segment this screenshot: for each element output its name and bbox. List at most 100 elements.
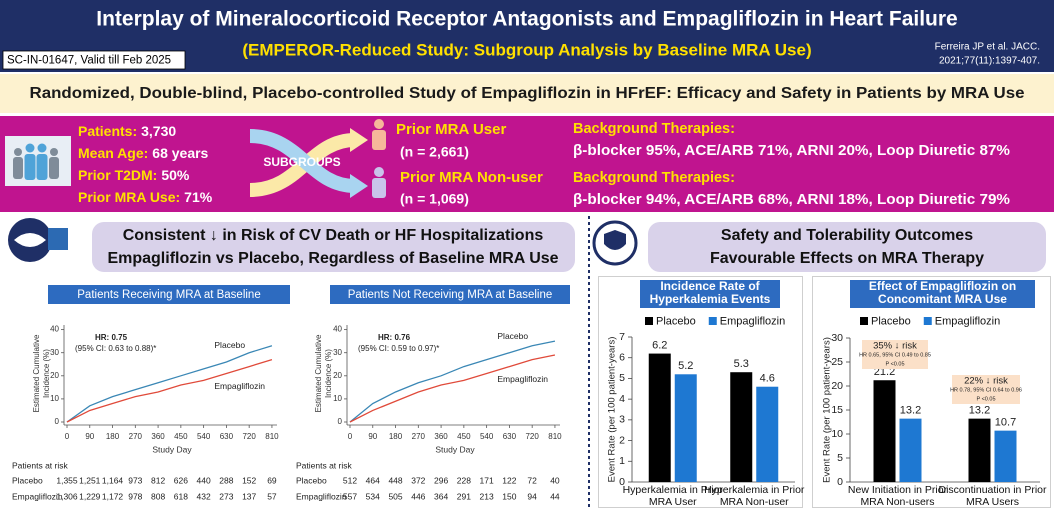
x-tick-label: 0 bbox=[65, 432, 70, 441]
at-risk-label: Patients at risk bbox=[12, 460, 68, 470]
therapies: β-blocker 94%, ACE/ARB 68%, ARNI 18%, Lo… bbox=[573, 192, 1010, 208]
y-tick-label: 1 bbox=[619, 455, 625, 467]
series-label: Placebo bbox=[497, 331, 528, 341]
heading: Safety and Tolerability Outcomes bbox=[721, 227, 973, 244]
y-tick-label: 10 bbox=[50, 394, 59, 403]
category-label: New Initiation in Prior MRA Non-users bbox=[847, 484, 948, 508]
at-risk-count: 978 bbox=[128, 491, 142, 501]
citation: Ferreira JP et al. JACC. bbox=[935, 42, 1040, 53]
arrow bbox=[249, 129, 356, 193]
at-risk-count: 372 bbox=[411, 475, 425, 485]
y-tick-label: 40 bbox=[333, 325, 342, 334]
at-risk-count: 808 bbox=[151, 491, 165, 501]
annotation-box bbox=[862, 340, 928, 369]
stat: Prior T2DM: 50% bbox=[78, 167, 190, 183]
y-tick-label: 30 bbox=[50, 348, 59, 357]
at-risk-count: 1,172 bbox=[102, 491, 124, 501]
curve bbox=[66, 359, 273, 423]
at-risk-row: Placebo bbox=[296, 475, 327, 485]
x-tick-label: 720 bbox=[242, 432, 256, 441]
category-label-box: Hyperkalemia in Prior MRA User bbox=[622, 484, 723, 508]
bar bbox=[648, 353, 671, 482]
therapies-label: Background Therapies: bbox=[573, 121, 735, 137]
at-risk-count: 296 bbox=[434, 475, 448, 485]
at-risk-count: 171 bbox=[480, 475, 494, 485]
at-risk-count: 288 bbox=[219, 475, 233, 485]
subtitle: (EMPEROR-Reduced Study: Subgroup Analysi… bbox=[242, 40, 811, 59]
bar bbox=[756, 386, 779, 482]
annotation: (95% CI: 0.59 to 0.97)* bbox=[358, 344, 439, 353]
at-risk-count: 626 bbox=[174, 475, 188, 485]
safety-icon bbox=[604, 230, 626, 250]
people-icon bbox=[24, 143, 48, 180]
at-risk-count: 291 bbox=[457, 491, 471, 501]
at-risk-row: Empagliflozin bbox=[296, 491, 347, 501]
annotation: P <0.05 bbox=[976, 396, 995, 402]
x-tick-label: 630 bbox=[503, 432, 517, 441]
stat: Mean Age: 68 years bbox=[78, 145, 209, 161]
x-tick-label: 90 bbox=[368, 432, 377, 441]
group-n: (n = 1,069) bbox=[400, 191, 469, 207]
person-icon bbox=[372, 119, 386, 150]
value-label: 5.2 bbox=[678, 360, 693, 372]
banner: Randomized, Double-blind, Placebo-contro… bbox=[30, 85, 1025, 102]
x-tick-label: 450 bbox=[457, 432, 471, 441]
at-risk-count: 69 bbox=[267, 475, 277, 485]
y-tick-label: 15 bbox=[831, 404, 843, 416]
y-tick-label: 5 bbox=[619, 372, 625, 384]
at-risk-count: 534 bbox=[366, 491, 380, 501]
legend-swatch bbox=[923, 317, 932, 325]
series-label: Empagliflozin bbox=[497, 374, 548, 384]
y-axis-label: Incidence (%) bbox=[42, 349, 51, 398]
value-label: 6.2 bbox=[652, 339, 667, 351]
subgroups-label: SUBGROUPS bbox=[263, 155, 340, 169]
y-tick-label: 10 bbox=[831, 428, 843, 440]
at-risk-count: 273 bbox=[219, 491, 233, 501]
group-name: Prior MRA User bbox=[396, 121, 506, 138]
category-label: Hyperkalemia in Prior MRA User bbox=[622, 484, 723, 508]
value-label: 13.2 bbox=[900, 405, 921, 417]
legend-swatch bbox=[645, 317, 653, 325]
at-risk-count: 1,229 bbox=[79, 491, 101, 501]
y-tick-label: 20 bbox=[50, 371, 59, 380]
bar bbox=[968, 418, 991, 482]
chart-title-box bbox=[640, 280, 780, 308]
x-tick-label: 450 bbox=[174, 432, 188, 441]
at-risk-count: 1,306 bbox=[56, 491, 78, 501]
x-tick-label: 540 bbox=[197, 432, 211, 441]
at-risk-count: 812 bbox=[151, 475, 165, 485]
category-label-box: Hyperkalemia in Prior MRA Non-user bbox=[704, 484, 804, 508]
at-risk-count: 152 bbox=[242, 475, 256, 485]
chart-title: Hyperkalemia Events bbox=[650, 292, 771, 306]
value-label: 4.6 bbox=[760, 373, 775, 385]
at-risk-count: 1,355 bbox=[56, 475, 78, 485]
category-label: Discontinuation in Prior MRA Users bbox=[938, 484, 1047, 508]
stat: Patients: 3,730 bbox=[78, 123, 176, 139]
value-label: 21.2 bbox=[874, 366, 895, 378]
y-tick-label: 0 bbox=[338, 417, 343, 426]
value-label: 13.2 bbox=[969, 405, 990, 417]
y-tick-label: 6 bbox=[619, 351, 625, 363]
group-n: (n = 2,661) bbox=[400, 144, 469, 160]
annotation: 35% ↓ risk bbox=[873, 341, 917, 352]
legend-swatch bbox=[708, 317, 717, 325]
x-tick-label: 720 bbox=[525, 432, 539, 441]
x-tick-label: 810 bbox=[548, 432, 562, 441]
at-risk-count: 94 bbox=[527, 491, 537, 501]
annotation: (95% CI: 0.63 to 0.88)* bbox=[75, 344, 156, 353]
at-risk-count: 1,164 bbox=[102, 475, 124, 485]
y-tick-label: 0 bbox=[55, 417, 60, 426]
at-risk-count: 448 bbox=[388, 475, 402, 485]
at-risk-row: Empagliflozin bbox=[12, 491, 63, 501]
annotation: P <0.05 bbox=[885, 361, 904, 367]
legend-label: Empagliflozin bbox=[720, 315, 785, 327]
curve bbox=[349, 340, 556, 423]
person-icon bbox=[372, 167, 386, 198]
x-tick-label: 0 bbox=[348, 432, 353, 441]
value-label: 10.7 bbox=[995, 417, 1016, 429]
x-tick-label: 270 bbox=[412, 432, 426, 441]
at-risk-count: 40 bbox=[550, 475, 560, 485]
y-tick-label: 30 bbox=[831, 332, 843, 344]
category-label-box: Discontinuation in Prior MRA Users bbox=[938, 484, 1047, 508]
bar bbox=[873, 380, 896, 482]
